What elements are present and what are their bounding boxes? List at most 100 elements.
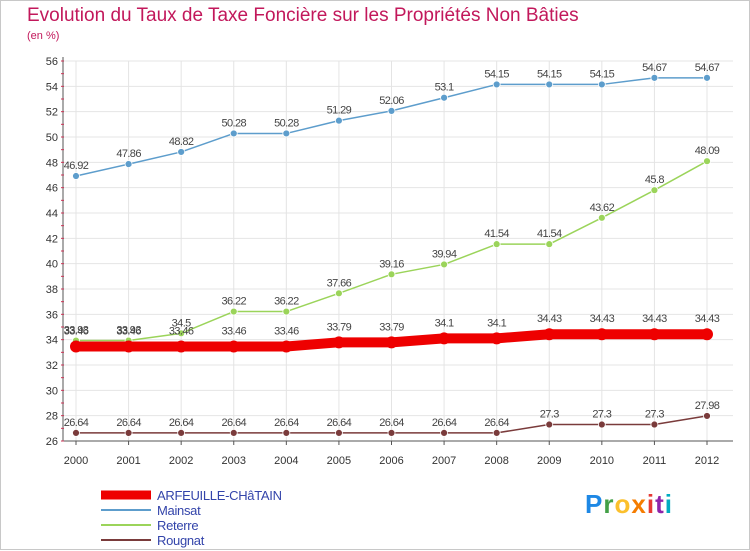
logo-letter: i [664,489,673,519]
data-label: 26.64 [379,417,404,429]
y-tick-label: 36 [46,309,58,321]
x-tick-label: 2009 [537,455,561,467]
data-point [387,107,396,115]
data-point [282,129,291,138]
data-label: 54.67 [642,62,667,74]
data-label: 33.79 [379,321,404,333]
data-label: 34.43 [695,313,720,325]
data-point [545,240,554,249]
data-label: 27.3 [592,409,611,421]
data-point [543,328,556,341]
data-label: 33.46 [64,326,89,338]
data-label: 36.22 [221,296,246,308]
x-tick-label: 2008 [484,455,508,467]
x-tick-label: 2002 [169,455,193,467]
data-label: 34.1 [435,317,454,329]
y-tick-label: 56 [46,56,58,68]
y-tick-label: 46 [46,183,58,195]
y-tick-label: 34 [46,335,58,347]
y-tick-label: 48 [46,157,58,169]
x-tick-label: 2006 [379,455,403,467]
data-label: 47.86 [116,148,141,160]
logo-letter: o [614,489,632,519]
data-label: 34.43 [590,313,615,325]
data-point [597,80,606,89]
data-point [332,336,345,349]
data-label: 34.1 [487,317,506,329]
data-point [229,129,238,138]
data-point [440,260,448,269]
data-label: 39.16 [379,258,404,270]
data-label: 34.5 [172,317,191,329]
data-point [124,160,133,169]
data-label: 54.15 [590,68,615,80]
data-point [177,148,186,156]
data-point [595,328,608,341]
legend-label: ARFEUILLE-CHâTAIN [157,488,282,503]
data-point [124,428,133,437]
data-point [177,428,186,437]
data-label: 26.64 [484,417,509,429]
data-point [282,428,291,437]
y-tick-label: 40 [46,259,58,271]
data-point [335,116,343,125]
y-tick-label: 50 [46,132,58,144]
data-point [335,289,343,298]
data-label: 37.66 [327,277,352,289]
logo-letter: x [631,489,647,519]
data-point [282,307,291,316]
data-point [490,332,503,345]
data-label: 54.15 [484,68,509,80]
series-group: 46.92 47.86 48.82 50.28 50.28 51.29 52.06 53.1 5… [64,62,720,437]
data-label: 33.46 [221,326,246,338]
data-point [387,428,396,437]
logo-letter: t [655,489,665,519]
logo-letter: r [603,489,615,519]
data-point [703,412,711,420]
legend-label: Reterre [157,518,198,533]
data-label: 51.29 [327,105,352,117]
data-label: 54.67 [695,62,720,74]
data-point [492,80,501,89]
y-tick-label: 26 [46,436,58,448]
y-tick-label: 42 [46,233,58,245]
data-point [177,329,186,338]
series-mainsat: 46.92 47.86 48.82 50.28 50.28 51.29 52.06 53.1 5… [64,62,720,180]
data-label: 33.46 [169,326,194,338]
unit-label: (en %) [27,30,60,42]
data-label: 27.3 [540,409,559,421]
data-label: 41.54 [484,228,509,240]
data-point [440,93,448,102]
data-point [703,73,711,82]
data-label: 33.46 [274,326,299,338]
data-point [438,332,451,345]
y-tick-label: 38 [46,284,58,296]
proxiti-logo: Proxiti [585,489,673,520]
data-point [72,428,80,437]
data-label: 43.62 [590,202,615,214]
data-label: 45.8 [645,174,664,186]
data-label: 26.64 [64,417,89,429]
data-label: 26.64 [116,417,141,429]
data-label: 26.64 [274,417,299,429]
data-label: 26.64 [221,417,246,429]
data-label: 27.98 [695,400,720,412]
data-label: 50.28 [221,117,246,129]
data-label: 26.64 [169,417,194,429]
data-point [72,172,80,180]
data-point [280,340,293,353]
data-label: 46.92 [64,160,89,172]
data-label: 33.79 [327,321,352,333]
chart-title: Evolution du Taux de Taxe Foncière sur l… [27,5,579,26]
data-label: 52.06 [379,95,404,107]
data-point [597,213,606,222]
legend-label: Mainsat [157,503,201,518]
axes: 26 28 30 32 34 36 38 40 42 44 46 48 50 52 54 56 2000 2001… [46,56,733,467]
data-label: 33.93 [64,325,89,337]
x-tick-label: 2005 [327,455,351,467]
data-label: 48.09 [695,145,720,157]
series-reterre: 33.93 33.93 34.5 36.22 36.22 37.66 39.16 39.94 4… [64,145,720,345]
data-point [701,328,713,341]
data-point [492,428,501,437]
